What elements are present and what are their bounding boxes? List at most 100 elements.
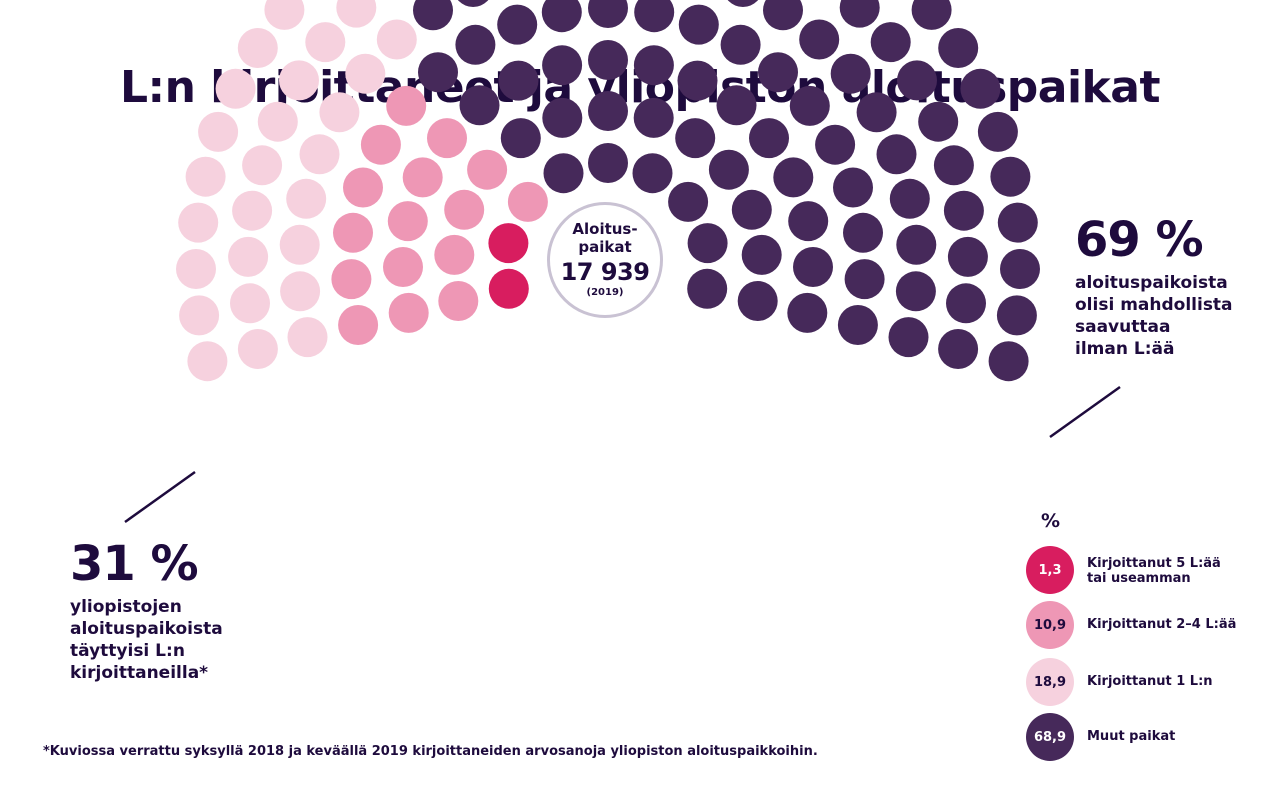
legend-unit: % [1041, 510, 1061, 532]
seat-dot [331, 259, 372, 300]
seat-dot [897, 60, 937, 101]
total-places-badge: Aloitus- paikat 17 939 (2019) [547, 202, 663, 318]
seat-dot [418, 52, 458, 93]
legend-label: Kirjoittanut 5 L:ää tai useamman [1087, 556, 1221, 586]
legend-value: 1,3 [1038, 562, 1062, 578]
seat-dot [286, 178, 327, 219]
seat-dot [299, 134, 340, 175]
seat-dot [960, 68, 1001, 109]
stat-left-text: yliopistojen aloituspaikoista täyttyisi … [70, 597, 223, 683]
legend-label: Muut paikat [1087, 729, 1176, 744]
legend-label: Kirjoittanut 2–4 L:ää [1087, 617, 1237, 632]
seat-dot [542, 45, 583, 86]
seat-dot [789, 85, 830, 126]
seat-dot [338, 305, 379, 345]
seat-dot [888, 317, 929, 358]
seat-dot [388, 292, 429, 333]
seat-dot [383, 247, 423, 287]
seat-dot [716, 85, 757, 126]
seat-dot [946, 283, 986, 324]
seat-dot [287, 317, 328, 358]
seat-dot [687, 268, 728, 309]
stat-left: 31 % yliopistojen aloituspaikoista täytt… [70, 538, 223, 684]
seat-dot [799, 19, 840, 60]
seat-dot [741, 234, 782, 275]
seat-dot [488, 268, 529, 309]
legend-item: 1,3 Kirjoittanut 5 L:ää tai useamman [1024, 546, 1280, 596]
seat-dot [675, 118, 716, 159]
seat-dot [500, 118, 541, 159]
legend-swatch-pink: 10,9 [1026, 601, 1074, 649]
seat-dot [588, 40, 628, 80]
total-places-label: Aloitus- paikat [572, 220, 638, 256]
seat-dot [749, 118, 789, 159]
seat-dot [889, 178, 930, 219]
seat-dot [179, 295, 220, 336]
legend-item: 10,9 Kirjoittanut 2–4 L:ää [1024, 601, 1280, 651]
seat-dot [215, 68, 256, 109]
seat-dot [543, 153, 584, 194]
seat-dot [815, 124, 856, 165]
seat-dot [632, 153, 673, 194]
seat-dot [198, 111, 239, 152]
seat-dot [997, 202, 1038, 243]
seat-dot [444, 189, 485, 230]
seat-dot [176, 249, 216, 289]
seat-dot [843, 212, 883, 253]
seat-dot [228, 236, 269, 277]
legend-label: Kirjoittanut 1 L:n [1087, 674, 1213, 689]
seat-dot [763, 0, 803, 31]
stat-right: 69 % aloituspaikoista olisi mahdollista … [1075, 214, 1233, 360]
seat-dot [541, 0, 582, 33]
seat-dot [844, 259, 885, 300]
annotation-line-left [124, 470, 196, 524]
seat-dot [333, 212, 373, 253]
seat-dot [279, 224, 320, 265]
legend-value: 18,9 [1033, 674, 1067, 690]
seat-dot [830, 53, 871, 94]
stat-right-value: 69 % [1075, 212, 1204, 268]
seat-dot [187, 341, 228, 382]
seat-dot [178, 202, 219, 243]
legend-value: 10,9 [1033, 617, 1067, 633]
seat-dot [242, 145, 283, 186]
seat-dot [438, 281, 479, 321]
seat-dot [336, 0, 377, 28]
seat-dot [498, 60, 539, 101]
seat-dot [345, 53, 386, 94]
legend-swatch-magenta: 1,3 [1026, 546, 1074, 594]
seat-dot [427, 118, 467, 159]
seat-dot [413, 0, 453, 31]
seat-dot [895, 271, 936, 312]
seat-dot [933, 145, 974, 186]
seat-dot [264, 0, 305, 30]
seat-dot [977, 111, 1018, 152]
seat-dot [943, 190, 984, 231]
seat-dot [947, 236, 988, 277]
seat-dot [633, 45, 674, 86]
seat-dot [678, 4, 719, 45]
seat-dot [687, 223, 728, 264]
seat-dot [737, 281, 778, 321]
legend-item: 68,9 Muut paikat [1024, 713, 1280, 763]
seat-dot [793, 247, 833, 287]
seat-dot [634, 0, 675, 33]
seat-dot [232, 190, 273, 231]
seat-dot [720, 24, 761, 65]
seat-dot [457, 0, 489, 7]
stat-right-text: aloituspaikoista olisi mahdollista saavu… [1075, 273, 1233, 359]
seat-dot [343, 167, 383, 208]
seat-dot [856, 92, 897, 133]
seat-dot [185, 156, 226, 197]
seat-dot [996, 295, 1037, 336]
seat-dot [386, 85, 427, 126]
seat-dot [257, 101, 298, 142]
seat-dot [896, 224, 937, 265]
seat-dot [455, 24, 496, 65]
seat-dot [911, 0, 952, 30]
annotation-line-right [1049, 385, 1121, 439]
total-places-year: (2019) [586, 287, 624, 298]
legend-item: 18,9 Kirjoittanut 1 L:n [1024, 658, 1280, 708]
seat-dot [230, 283, 270, 324]
